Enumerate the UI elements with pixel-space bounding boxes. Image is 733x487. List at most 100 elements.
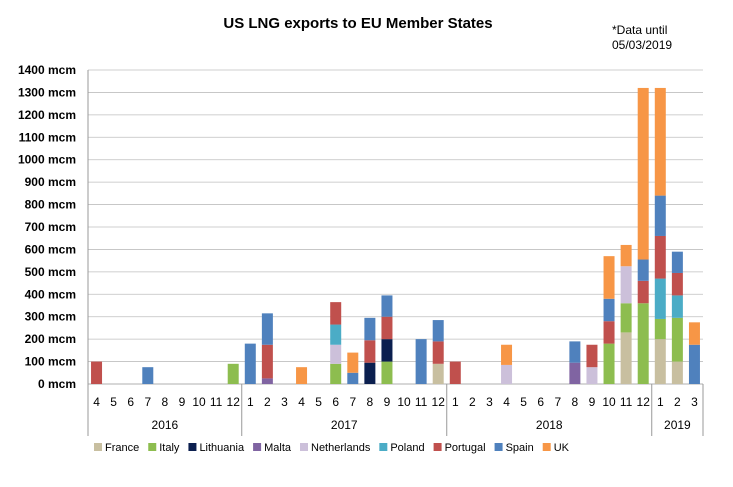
x-tick-label: 7 — [349, 395, 356, 409]
bar-segment — [449, 361, 461, 384]
bar-segment — [586, 344, 598, 368]
x-tick-label: 11 — [620, 395, 633, 409]
bar-segment — [244, 343, 256, 384]
bar-segment — [620, 266, 632, 304]
x-tick-label: 9 — [589, 395, 596, 409]
x-tick-label: 8 — [162, 395, 169, 409]
legend-swatch — [94, 443, 102, 451]
bar-segment — [381, 295, 393, 317]
bar-segment — [330, 324, 342, 345]
bar-segment — [432, 341, 444, 364]
y-tick-label: 1300 mcm — [18, 85, 76, 99]
x-tick-label: 12 — [637, 395, 651, 409]
y-tick-label: 1400 mcm — [18, 63, 76, 77]
x-axis: 4 5 6 7 8 9 10 11 12 1 2 3 4 5 6 7 8 9 10 11 12 1 2 3 4 5 6 7 8 9 10 11… — [87, 384, 704, 436]
x-tick-label: 9 — [384, 395, 391, 409]
bar-segment — [91, 361, 103, 384]
y-tick-label: 1200 mcm — [18, 108, 76, 122]
legend-swatch — [542, 443, 551, 451]
bar-segment — [637, 87, 649, 260]
x-tick-label: 6 — [537, 395, 544, 409]
y-tick-label: 1000 mcm — [18, 153, 76, 167]
year-label: 2017 — [331, 418, 358, 432]
bar-segment — [364, 317, 376, 341]
bar-segment — [620, 244, 632, 267]
bar-segment — [227, 363, 239, 384]
bar-segment — [347, 352, 359, 373]
legend-swatch — [253, 443, 262, 451]
x-tick-label: 10 — [602, 395, 616, 409]
legend: France Italy Lithuania Malta Netherlands Pola… — [94, 442, 570, 454]
y-tick-label: 100 mcm — [25, 355, 76, 369]
legend-swatch — [188, 443, 197, 451]
x-tick-label: 4 — [298, 395, 305, 409]
bar-segment — [671, 295, 683, 318]
bars — [91, 87, 700, 384]
x-tick-label: 10 — [192, 395, 206, 409]
bar-segment — [654, 339, 666, 384]
bar-segment — [432, 320, 444, 342]
legend-label: Netherlands — [311, 442, 371, 454]
legend-swatch — [494, 443, 503, 451]
legend-label: Portugal — [445, 442, 486, 454]
x-tick-label: 10 — [397, 395, 411, 409]
bar-segment — [671, 251, 683, 273]
x-tick-label: 2 — [674, 395, 681, 409]
y-tick-label: 1100 mcm — [19, 130, 76, 144]
bar-segment — [654, 235, 666, 279]
bar-segment — [654, 318, 666, 340]
x-tick-label: 6 — [127, 395, 134, 409]
bar-segment — [654, 195, 666, 236]
year-label: 2019 — [664, 418, 691, 432]
chart-title: US LNG exports to EU Member States — [223, 15, 492, 32]
bar-segment — [688, 322, 700, 345]
data-note-line-1: *Data until — [612, 23, 667, 37]
legend-label: Malta — [264, 442, 292, 454]
bar-segment — [603, 343, 615, 384]
x-tick-label: 3 — [486, 395, 493, 409]
x-tick-label: 3 — [281, 395, 288, 409]
bar-segment — [381, 361, 393, 384]
bar-segment — [569, 362, 581, 384]
bar-segment — [688, 344, 700, 384]
data-note-line-2: 05/03/2019 — [612, 38, 672, 52]
bar-segment — [381, 316, 393, 340]
bar-segment — [603, 321, 615, 344]
y-tick-label: 800 mcm — [25, 198, 76, 212]
x-tick-label: 2 — [469, 395, 476, 409]
x-tick-label: 6 — [332, 395, 339, 409]
bar-segment — [501, 364, 513, 384]
legend-label: Spain — [506, 442, 534, 454]
bar-segment — [620, 303, 632, 333]
x-tick-label: 1 — [657, 395, 664, 409]
x-tick-label: 11 — [415, 395, 428, 409]
x-tick-label: 7 — [554, 395, 561, 409]
x-tick-label: 9 — [179, 395, 186, 409]
y-tick-label: 700 mcm — [25, 220, 76, 234]
bar-segment — [501, 344, 513, 365]
bar-segment — [569, 341, 581, 363]
legend-swatch — [433, 443, 442, 451]
x-tick-label: 11 — [210, 395, 223, 409]
x-tick-label: 7 — [144, 395, 151, 409]
bar-segment — [330, 344, 342, 364]
bar-segment — [603, 298, 615, 322]
legend-swatch — [300, 443, 308, 451]
x-tick-label: 3 — [691, 395, 698, 409]
bar-segment — [261, 378, 273, 384]
bar-segment — [364, 362, 376, 384]
legend-label: Poland — [390, 442, 424, 454]
bar-segment — [432, 363, 444, 384]
bar-segment — [330, 302, 342, 325]
bar-segment — [637, 280, 649, 304]
bar-segment — [637, 303, 649, 384]
bar-segment — [671, 272, 683, 296]
y-tick-label: 900 mcm — [25, 175, 76, 189]
x-tick-label: 1 — [247, 395, 254, 409]
x-tick-label: 5 — [520, 395, 527, 409]
year-label: 2016 — [152, 418, 179, 432]
bar-segment — [381, 339, 393, 362]
bar-segment — [347, 372, 359, 384]
legend-label: France — [105, 442, 139, 454]
